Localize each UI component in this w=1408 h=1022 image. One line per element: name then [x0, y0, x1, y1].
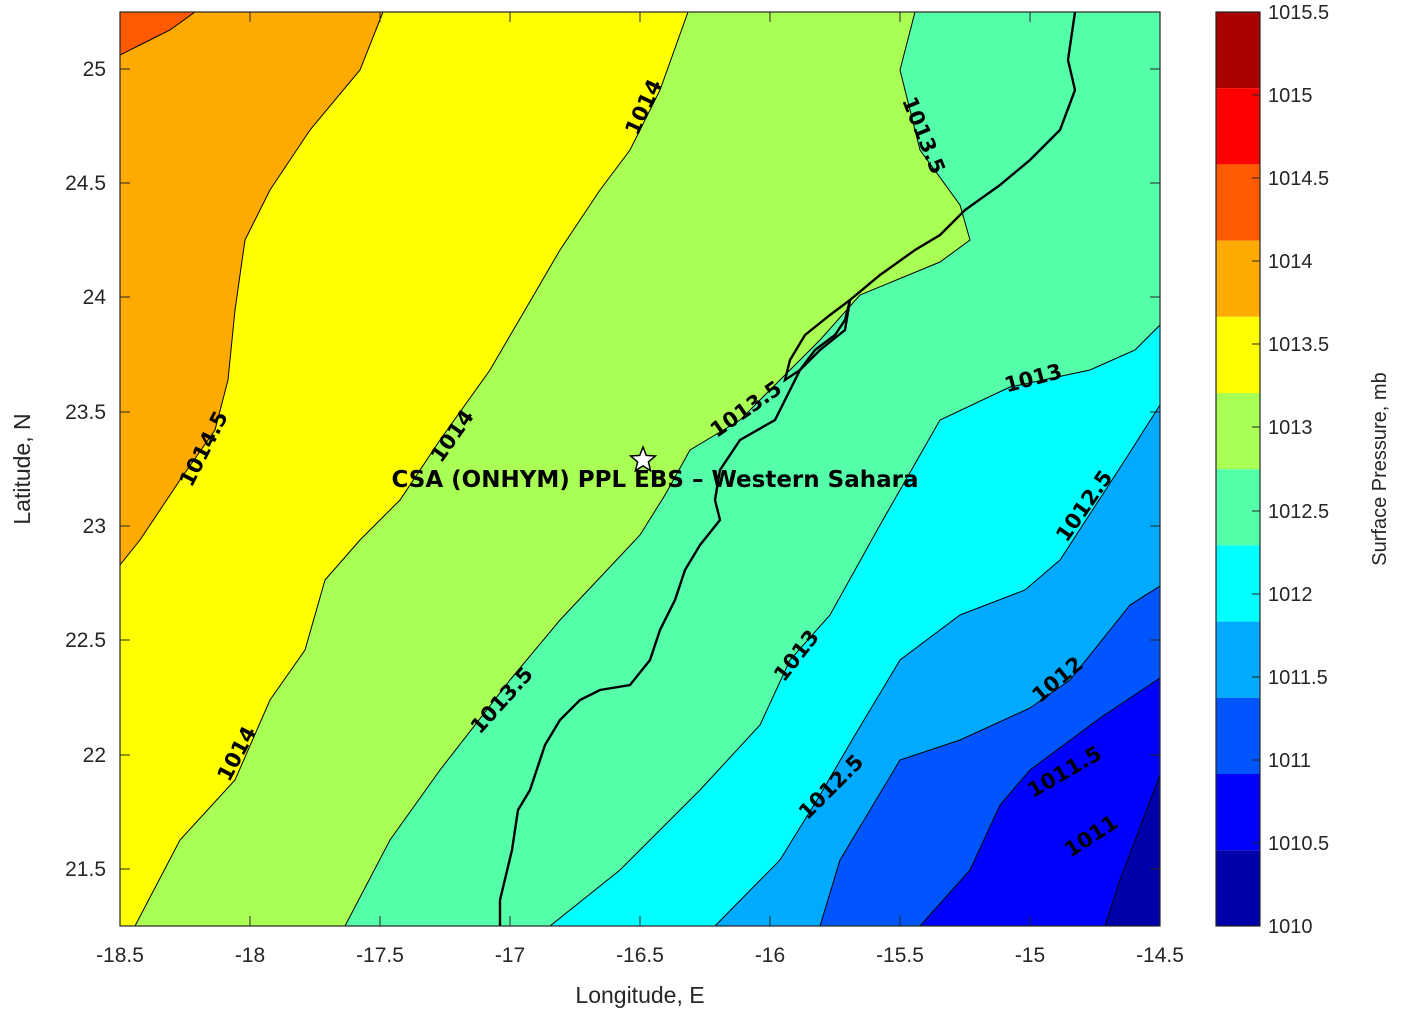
- colorbar-bin: [1216, 697, 1260, 774]
- colorbar-bin: [1216, 88, 1260, 165]
- contour-1014-5-west: [120, 12, 384, 566]
- x-tick-label: -16.5: [616, 944, 664, 967]
- x-tick-label: -14.5: [1136, 944, 1184, 967]
- y-tick-label: 22: [83, 744, 106, 767]
- band-1013-5: [120, 12, 688, 926]
- contour-1012: [819, 585, 1160, 926]
- site-label: CSA (ONHYM) PPL EBS – Western Sahara: [391, 467, 918, 493]
- x-axis-label: Longitude, E: [575, 982, 704, 1008]
- x-tick-label: -17: [495, 944, 525, 967]
- colorbar-bin: [1216, 545, 1260, 622]
- colorbar-bin: [1216, 240, 1260, 317]
- y-tick-label: 21.5: [65, 858, 106, 881]
- x-tick-label: -16: [755, 944, 785, 967]
- y-tick-labels: 25 24.5 24 23.5 23 22.5 22 21.5: [65, 58, 106, 881]
- contour-lines: [120, 12, 1160, 926]
- colorbar-bin: [1216, 316, 1260, 393]
- colorbar-label: Surface Pressure, mb: [1369, 372, 1391, 565]
- colorbar-bin: [1216, 621, 1260, 698]
- contour-1014: [134, 12, 689, 926]
- contour-1013: [549, 324, 1160, 926]
- contour-1013-5: [344, 12, 971, 926]
- x-tick-labels: -18.5 -18 -17.5 -17 -16.5 -16 -15.5 -15 …: [96, 944, 1184, 967]
- dakhla-peninsula: [783, 297, 852, 383]
- x-axis: [119, 12, 1161, 926]
- colorbar-tick-label: 1014: [1268, 251, 1313, 273]
- colorbar-tick-label: 1011: [1268, 750, 1311, 772]
- colorbar-tick-label: 1015: [1268, 85, 1313, 107]
- contour-1012-5: [714, 404, 1160, 926]
- colorbar-bin: [1216, 774, 1260, 851]
- colorbar-tick-label: 1010.5: [1268, 833, 1329, 855]
- colorbar-tick-label: 1012: [1268, 584, 1313, 606]
- colorbar-tick-label: 1013.5: [1268, 334, 1329, 356]
- colorbar-tick-label: 1013: [1268, 417, 1313, 439]
- y-axis-label: Latitude, N: [9, 413, 35, 524]
- y-tick-label: 22.5: [65, 629, 106, 652]
- coastline-path: [498, 12, 1077, 926]
- band-1014-5: [120, 12, 195, 55]
- contour-1011: [1104, 774, 1160, 926]
- site-marker: CSA (ONHYM) PPL EBS – Western Sahara: [391, 444, 919, 493]
- colorbar-bin: [1216, 393, 1260, 470]
- x-tick-label: -17.5: [356, 944, 404, 967]
- contour-1011-5: [919, 677, 1160, 926]
- colorbar-bin: [1216, 12, 1260, 89]
- colorbar-bin: [1216, 850, 1260, 926]
- x-tick-label: -15: [1015, 944, 1045, 967]
- y-tick-label: 23.5: [65, 401, 106, 424]
- y-tick-label: 24: [83, 286, 107, 309]
- x-tick-label: -15.5: [876, 944, 924, 967]
- colorbar-frame: [1215, 11, 1261, 927]
- colorbar-tick-label: 1011.5: [1268, 667, 1328, 689]
- coastline: [498, 12, 1077, 926]
- colorbar-tick-label: 1010: [1268, 916, 1313, 938]
- colorbar-tick-label: 1015.5: [1268, 2, 1329, 24]
- colorbar-bin: [1216, 469, 1260, 546]
- band-1014: [120, 12, 383, 565]
- y-tick-label: 23: [83, 515, 106, 538]
- y-tick-label: 25: [83, 58, 106, 81]
- y-tick-label: 24.5: [65, 172, 106, 195]
- colorbar-tick-label: 1014.5: [1268, 168, 1329, 190]
- star-icon: [628, 444, 658, 473]
- colorbar: 1015.5 1015 1014.5 1014 1013.5 1013 1012…: [1215, 2, 1391, 938]
- filled-contours: [120, 12, 1160, 926]
- x-tick-label: -18: [235, 944, 265, 967]
- colorbar-bin: [1216, 164, 1260, 241]
- contour-1014-5: [120, 12, 196, 56]
- x-tick-label: -18.5: [96, 944, 144, 967]
- colorbar-tick-label: 1012.5: [1268, 501, 1329, 523]
- y-axis: [120, 68, 1160, 870]
